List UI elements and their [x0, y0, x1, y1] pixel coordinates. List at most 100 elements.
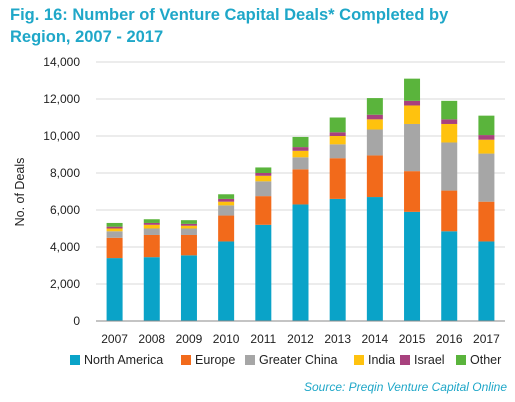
chart-title: Fig. 16: Number of Venture Capital Deals…	[10, 6, 449, 46]
bar-segment	[404, 211, 421, 321]
bar-segment	[143, 257, 160, 321]
bar-segment	[255, 224, 272, 321]
bar-segment	[478, 115, 495, 136]
bar-segment	[255, 175, 272, 182]
bar-segment	[255, 173, 272, 176]
bar-segment	[292, 136, 309, 148]
bar-segment	[366, 98, 383, 115]
y-tick-label: 14,000	[43, 55, 80, 69]
y-tick-label: 6,000	[50, 203, 80, 217]
bar-segment	[143, 219, 160, 223]
bar-segment	[180, 255, 197, 321]
bar-segment	[106, 258, 123, 321]
y-axis-ticks: 0 2,000 4,000 6,000 8,000 10,000 12,000 14,000	[43, 55, 80, 328]
legend-label: North America	[84, 353, 163, 367]
bar-segment	[478, 135, 495, 140]
bar-segment	[366, 129, 383, 156]
bar-segment	[366, 155, 383, 198]
bar-segment	[106, 226, 123, 229]
bar-segment	[292, 157, 309, 170]
bar-segment	[366, 114, 383, 120]
bar-segment	[292, 204, 309, 321]
bar-segment	[329, 132, 346, 136]
bar-segment	[404, 105, 421, 124]
bar-segment	[404, 123, 421, 172]
x-tick-label: 2015	[399, 332, 426, 346]
bar-segment	[441, 231, 458, 321]
bar-segment	[441, 123, 458, 143]
bar-segment	[441, 119, 458, 124]
y-tick-label: 0	[73, 314, 80, 328]
bar-segment	[404, 100, 421, 106]
bar-segment	[180, 228, 197, 235]
x-tick-label: 2013	[324, 332, 351, 346]
y-tick-label: 4,000	[50, 240, 80, 254]
bar-segment	[143, 224, 160, 229]
bars	[106, 78, 495, 321]
x-tick-label: 2007	[101, 332, 128, 346]
bar-segment	[404, 78, 421, 101]
y-tick-label: 8,000	[50, 166, 80, 180]
x-tick-label: 2010	[213, 332, 240, 346]
legend-label: India	[368, 353, 395, 367]
bar-segment	[404, 171, 421, 212]
legend-label: Greater China	[259, 353, 338, 367]
bar-segment	[329, 136, 346, 145]
bar-segment	[441, 142, 458, 191]
source-note: Source: Preqin Venture Capital Online	[303, 380, 507, 394]
legend-label: Israel	[414, 353, 445, 367]
bar-segment	[292, 147, 309, 151]
y-axis-label: No. of Deals	[13, 158, 27, 227]
bar-segment	[106, 228, 123, 232]
bar-segment	[106, 231, 123, 238]
bar-segment	[143, 234, 160, 258]
bar-segment	[329, 198, 346, 321]
bar-segment	[180, 223, 197, 226]
bar-segment	[329, 158, 346, 199]
bar-segment	[292, 150, 309, 158]
bar-segment	[218, 201, 235, 206]
bar-segment	[292, 169, 309, 205]
bar-segment	[218, 215, 235, 242]
x-tick-label: 2009	[176, 332, 203, 346]
bar-segment	[441, 100, 458, 120]
bar-segment	[478, 201, 495, 242]
x-tick-label: 2014	[362, 332, 389, 346]
legend-swatch	[456, 355, 466, 365]
legend-label: Other	[470, 353, 501, 367]
bar-segment	[180, 220, 197, 224]
bar-segment	[329, 117, 346, 133]
bar-segment	[255, 196, 272, 225]
bar-segment	[143, 228, 160, 235]
bar-segment	[478, 153, 495, 202]
bar-segment	[218, 194, 235, 199]
bar-segment	[255, 181, 272, 197]
gridlines	[96, 61, 505, 285]
legend-label: Europe	[195, 353, 235, 367]
bar-segment	[180, 234, 197, 256]
x-tick-label: 2016	[436, 332, 463, 346]
legend-swatch	[245, 355, 255, 365]
bar-segment	[366, 197, 383, 321]
bar-segment	[218, 198, 235, 202]
legend-swatch	[354, 355, 364, 365]
y-tick-label: 12,000	[43, 92, 80, 106]
y-tick-label: 2,000	[50, 277, 80, 291]
bar-segment	[218, 241, 235, 321]
x-tick-label: 2008	[138, 332, 165, 346]
bar-segment	[329, 144, 346, 159]
x-tick-label: 2012	[287, 332, 314, 346]
legend: North America Europe Greater China India Isr…	[70, 353, 501, 367]
legend-swatch	[70, 355, 80, 365]
legend-swatch	[400, 355, 410, 365]
bar-segment	[106, 222, 123, 227]
bar-segment	[478, 139, 495, 154]
x-tick-label: 2017	[473, 332, 500, 346]
legend-swatch	[181, 355, 191, 365]
bar-segment	[478, 241, 495, 321]
y-tick-label: 10,000	[43, 129, 80, 143]
bar-segment	[255, 167, 272, 173]
bar-segment	[106, 237, 123, 259]
bar-segment	[441, 190, 458, 232]
